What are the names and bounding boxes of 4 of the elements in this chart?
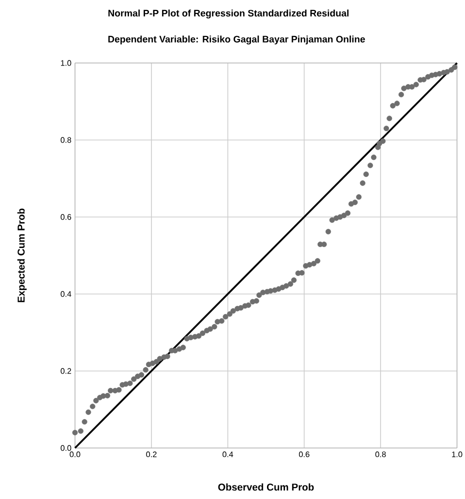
y-axis-title: Expected Cum Prob bbox=[17, 208, 27, 302]
chart-subtitle: Dependent Variable: Risiko Gagal Bayar Pinjaman Online bbox=[108, 36, 365, 44]
x-axis-title: Observed Cum Prob bbox=[218, 483, 314, 491]
chart-title: Normal P-P Plot of Regression Standardized Residual bbox=[108, 10, 349, 18]
